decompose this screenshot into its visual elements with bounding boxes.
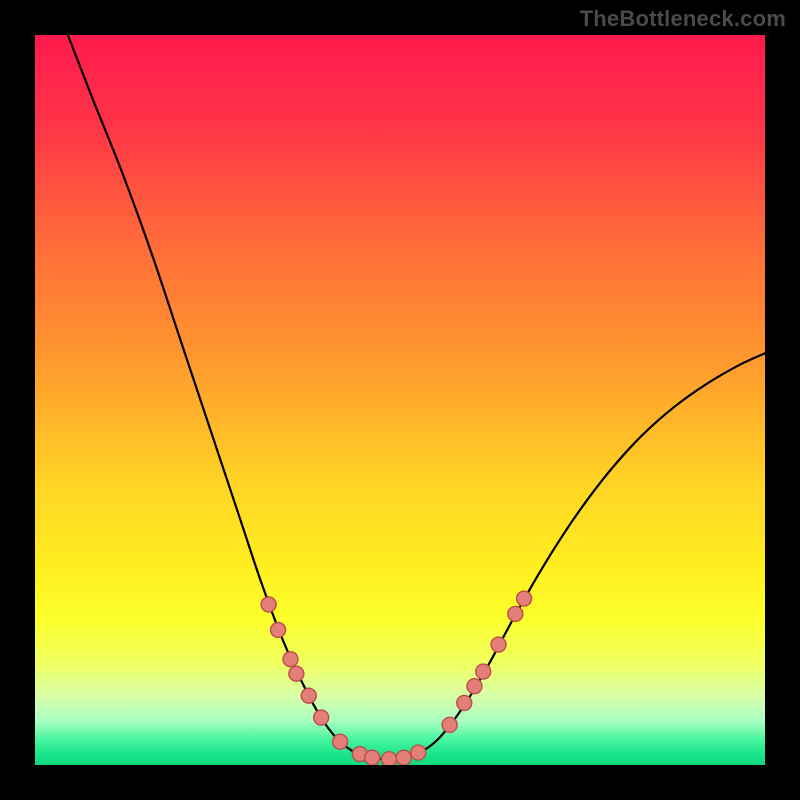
- data-marker: [457, 695, 472, 710]
- data-marker: [411, 745, 426, 760]
- data-marker: [382, 752, 397, 765]
- plot-svg: [35, 35, 765, 765]
- data-marker: [289, 666, 304, 681]
- chart-container: TheBottleneck.com: [0, 0, 800, 800]
- data-marker: [491, 637, 506, 652]
- data-marker: [396, 750, 411, 765]
- data-marker: [476, 664, 491, 679]
- data-marker: [301, 688, 316, 703]
- data-marker: [517, 591, 532, 606]
- data-marker: [442, 717, 457, 732]
- data-marker: [333, 734, 348, 749]
- data-marker: [283, 652, 298, 667]
- gradient-background: [35, 35, 765, 765]
- data-marker: [271, 622, 286, 637]
- watermark-label: TheBottleneck.com: [580, 6, 786, 32]
- data-marker: [365, 750, 380, 765]
- data-marker: [261, 597, 276, 612]
- data-marker: [467, 679, 482, 694]
- data-marker: [508, 606, 523, 621]
- plot-area: [35, 35, 765, 765]
- data-marker: [314, 710, 329, 725]
